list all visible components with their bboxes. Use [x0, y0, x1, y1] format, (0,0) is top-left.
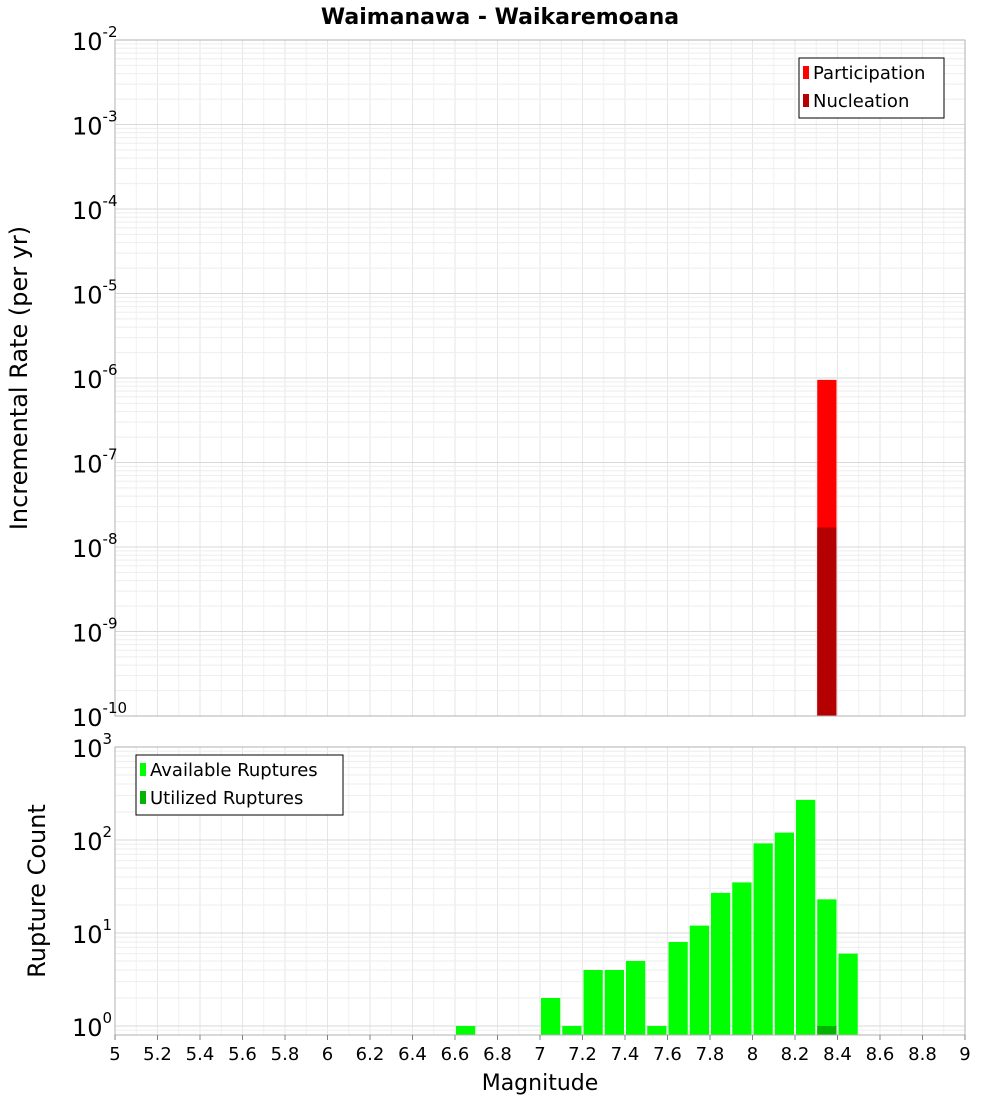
rate-bars [817, 379, 837, 716]
rate-y-ticks: 10-10 10-9 10-8 10-7 10-6 10-5 10-4 10-3 10-2 [72, 23, 127, 732]
legend-label-utilized: Utilized Ruptures [150, 788, 303, 809]
y-tick-label: 101 [72, 916, 112, 949]
legend-label-available: Available Ruptures [150, 760, 318, 781]
legend-swatch-nucleation [803, 94, 809, 107]
x-tick-label: 5.6 [228, 1044, 257, 1065]
x-tick-label: 6.6 [441, 1044, 470, 1065]
x-tick-label: 6.4 [398, 1044, 427, 1065]
x-tick-label: 8.4 [823, 1044, 852, 1065]
x-tick-label: 7 [534, 1044, 545, 1065]
bar-available-ruptures [626, 960, 646, 1035]
bar-available-ruptures [838, 953, 858, 1035]
legend-label-nucleation: Nucleation [813, 91, 909, 112]
x-tick-label: 5.4 [186, 1044, 215, 1065]
y-tick-label: 10-2 [72, 23, 118, 56]
chart-title: Waimanawa - Waikaremoana [321, 5, 679, 30]
bar-available-ruptures [541, 997, 561, 1035]
legend-swatch-participation [803, 66, 809, 79]
bar-available-ruptures [647, 1025, 667, 1035]
y-tick-label: 100 [72, 1009, 112, 1042]
x-tick-label: 6 [322, 1044, 333, 1065]
x-tick-label: 5 [109, 1044, 120, 1065]
y-tick-label: 10-7 [72, 446, 118, 479]
y-tick-label: 10-8 [72, 530, 118, 563]
rate-plot-frame [114, 39, 966, 717]
count-y-ticks: 100 101 102 103 [72, 730, 112, 1042]
x-tick-label: 8.6 [866, 1044, 895, 1065]
y-tick-label: 10-5 [72, 277, 118, 310]
y-tick-label: 102 [72, 823, 112, 856]
bar-available-ruptures [774, 832, 794, 1035]
magnitude-x-ticks: 5 5.2 5.4 5.6 5.8 6 6.2 6.4 6.6 6.8 7 7.2 7.4 7.6 7.8 8… [109, 1035, 971, 1065]
y-tick-label: 103 [72, 730, 112, 763]
count-panel: 100 101 102 103 5 5.2 5.4 5.6 5.8 6 6.2 6.4 6.6 6.8 7… [23, 730, 971, 1096]
legend-swatch-available [140, 763, 146, 776]
x-tick-label: 8.8 [908, 1044, 937, 1065]
count-bars [456, 799, 858, 1035]
y-tick-label: 10-4 [72, 192, 118, 225]
rate-y-axis-label: Incremental Rate (per yr) [5, 226, 33, 530]
bar-available-ruptures [817, 899, 837, 1035]
x-tick-label: 7.2 [568, 1044, 597, 1065]
bar-utilized-ruptures [817, 1025, 837, 1035]
x-tick-label: 9 [959, 1044, 970, 1065]
bar-available-ruptures [668, 942, 688, 1035]
bar-available-ruptures [796, 799, 816, 1035]
rate-legend-box [798, 57, 945, 119]
rate-legend: Participation Nucleation [798, 57, 945, 119]
x-tick-label: 8 [747, 1044, 758, 1065]
legend-swatch-utilized [140, 791, 146, 804]
x-tick-label: 7.6 [653, 1044, 682, 1065]
bar-available-ruptures [753, 843, 773, 1035]
x-tick-label: 7.4 [611, 1044, 640, 1065]
count-legend-box [135, 754, 344, 816]
bar-available-ruptures [711, 892, 731, 1035]
x-tick-label: 5.8 [271, 1044, 300, 1065]
bar-nucleation [817, 527, 837, 716]
x-tick-label: 7.8 [696, 1044, 725, 1065]
x-axis-label: Magnitude [482, 1071, 599, 1096]
bar-available-ruptures [604, 969, 624, 1035]
bar-available-ruptures [583, 969, 603, 1035]
y-tick-label: 10-3 [72, 108, 118, 141]
rate-panel: 10-10 10-9 10-8 10-7 10-6 10-5 10-4 10-3 10-2 In… [5, 23, 966, 732]
y-tick-label: 10-9 [72, 615, 118, 648]
x-tick-label: 6.2 [356, 1044, 385, 1065]
bar-available-ruptures [456, 1025, 476, 1035]
y-tick-label: 10-6 [72, 361, 118, 394]
bar-available-ruptures [689, 925, 709, 1035]
x-tick-label: 6.8 [483, 1044, 512, 1065]
x-tick-label: 8.2 [781, 1044, 810, 1065]
rate-gridlines [114, 39, 966, 717]
x-tick-label: 5.2 [143, 1044, 172, 1065]
count-y-axis-label: Rupture Count [23, 804, 51, 978]
count-legend: Available Ruptures Utilized Ruptures [135, 754, 344, 816]
bar-available-ruptures [732, 882, 752, 1035]
bar-available-ruptures [562, 1025, 582, 1035]
legend-label-participation: Participation [813, 63, 925, 84]
y-tick-label: 10-10 [72, 699, 127, 732]
